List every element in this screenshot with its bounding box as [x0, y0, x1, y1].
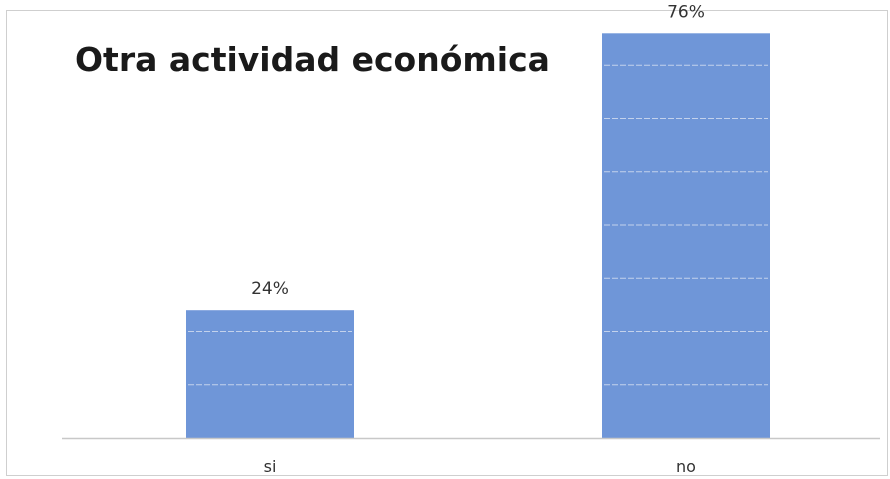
data-label-si: 24%	[251, 279, 289, 299]
bar-no	[602, 33, 770, 439]
data-label-no: 76%	[667, 2, 705, 22]
chart-title: Otra actividad económica	[75, 40, 550, 79]
category-label-no: no	[676, 457, 696, 476]
category-label-si: si	[264, 457, 277, 476]
gridlines	[188, 64, 768, 386]
bar-si	[186, 310, 354, 438]
bars	[186, 33, 770, 439]
category-labels: si no	[264, 457, 696, 476]
data-labels: 24% 76%	[251, 2, 705, 299]
